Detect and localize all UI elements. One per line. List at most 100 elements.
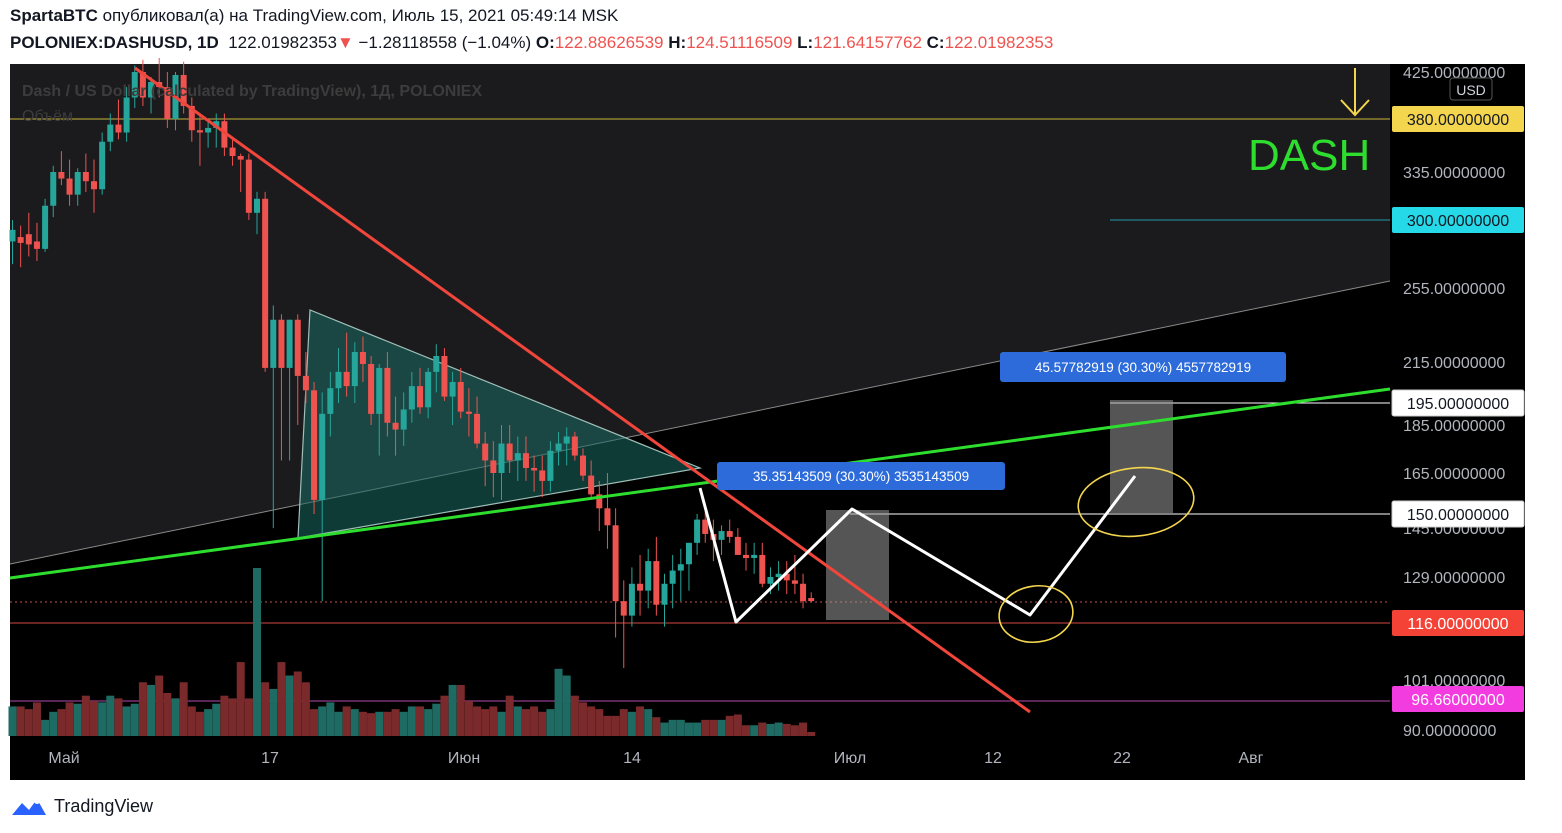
volume-bar: [733, 714, 742, 736]
volume-bar: [579, 702, 587, 736]
tradingview-label: TradingView: [54, 795, 154, 816]
target-circle[interactable]: [1075, 462, 1197, 542]
volume-bar: [456, 684, 465, 736]
x-tick-label: Июл: [834, 750, 866, 767]
x-tick-label: 22: [1113, 750, 1131, 767]
measure-text-2: 45.57782919 (30.30%) 4557782919: [1035, 360, 1251, 375]
volume-bar: [603, 715, 612, 736]
bottom-circle[interactable]: [995, 581, 1076, 647]
measure-label-1[interactable]: 35.35143509 (30.30%) 3535143509: [717, 462, 1005, 490]
candle-body: [465, 411, 472, 414]
candle-body: [351, 352, 358, 387]
candle-body: [417, 386, 423, 408]
candle-body: [628, 583, 635, 616]
currency-button[interactable]: USD: [1449, 77, 1493, 101]
volume-bar: [611, 715, 620, 736]
last-price: 122.01982353: [228, 33, 337, 52]
red-downtrend-line[interactable]: [134, 66, 1031, 714]
publication-line: SpartaBTC опубликовал(а) на TradingView.…: [10, 6, 618, 26]
price-tag-label: 195.00000000: [1407, 396, 1509, 413]
green-trendline[interactable]: [9, 387, 1391, 580]
volume-bar: [709, 719, 718, 736]
volume-bar: [228, 698, 237, 736]
candle-body: [254, 198, 260, 213]
candle-body: [392, 422, 399, 430]
channel-line[interactable]: [9, 280, 1391, 565]
candle-body: [400, 409, 407, 430]
volume-bar: [668, 719, 677, 736]
volume-bar: [285, 675, 294, 736]
candle-body: [408, 386, 415, 410]
volume-bar: [375, 711, 384, 736]
volume-bar: [122, 706, 131, 736]
candle-body: [759, 554, 766, 584]
price-axis[interactable]: [1390, 64, 1525, 780]
volume-bar: [24, 709, 33, 736]
volume-bar: [8, 706, 17, 736]
volume-bar: [505, 695, 514, 736]
volume-bar: [147, 684, 156, 736]
candle-body: [384, 367, 391, 423]
candle-body: [685, 542, 692, 565]
candle-body: [563, 436, 570, 444]
volume-bar: [774, 722, 783, 736]
chart-title: Dash / US Dollar (calculated by TradingV…: [22, 83, 482, 100]
candle-body: [42, 205, 49, 249]
candle-body: [743, 554, 749, 559]
author-name[interactable]: SpartaBTC: [10, 6, 98, 25]
candle-body: [669, 570, 676, 584]
projection-path[interactable]: [698, 475, 1137, 624]
candle-body: [123, 97, 130, 133]
volume-bar: [41, 719, 50, 736]
volume-bar: [130, 703, 139, 736]
y-tick-label: 101.00000000: [1403, 673, 1505, 690]
volume-bar: [660, 722, 669, 736]
volume-bar: [684, 722, 693, 736]
high-value: 124.51116509: [686, 33, 793, 52]
volume-bar: [187, 706, 196, 736]
y-tick-label: 215.00000000: [1403, 355, 1505, 372]
volume-bar: [49, 711, 58, 736]
volume-bar: [98, 702, 107, 736]
candle-body: [196, 130, 203, 133]
volume-bar: [301, 682, 310, 736]
price-tag-label: 300.00000000: [1407, 213, 1509, 230]
price-labels: 380.00000000 300.00000000 195.00000000 150.…: [1391, 106, 1525, 713]
volume-bar: [269, 688, 278, 736]
candle-body: [677, 564, 684, 571]
y-tick-label: 129.00000000: [1403, 570, 1505, 587]
candle-body: [457, 381, 464, 412]
volume-bar: [595, 709, 604, 736]
candle-body: [474, 413, 481, 444]
candle-body: [433, 355, 440, 372]
candle-body: [637, 583, 644, 591]
volume-bar: [546, 709, 555, 736]
volume-bar: [530, 706, 539, 736]
candle-body: [359, 352, 366, 364]
candle-body: [221, 121, 228, 148]
candle-body: [245, 159, 252, 213]
dash-annotation: DASH: [1248, 131, 1370, 180]
measure-label-2[interactable]: 45.57782919 (30.30%) 4557782919: [1000, 352, 1286, 382]
candle-body: [522, 453, 529, 468]
candle-body: [555, 443, 562, 451]
volume-bar: [310, 709, 319, 736]
volume-bar: [163, 692, 172, 736]
volume-bar: [497, 711, 506, 736]
candlestick-series: [9, 58, 815, 668]
volume-bar: [513, 706, 522, 736]
volume-bar: [554, 668, 563, 736]
tradingview-logo[interactable]: TradingView: [10, 794, 153, 818]
volume-bar: [652, 717, 661, 736]
low-value: 121.64157762: [813, 33, 922, 52]
volume-bar: [416, 706, 424, 736]
open-value: 122.88626539: [554, 33, 664, 52]
candle-body: [164, 87, 171, 119]
x-tick-label: 14: [623, 750, 641, 767]
x-tick-label: Авг: [1238, 750, 1263, 767]
volume-legend: Объём: [22, 108, 73, 125]
volume-bar: [701, 719, 710, 736]
volume-bar: [766, 723, 775, 736]
volume-bar: [481, 709, 490, 736]
